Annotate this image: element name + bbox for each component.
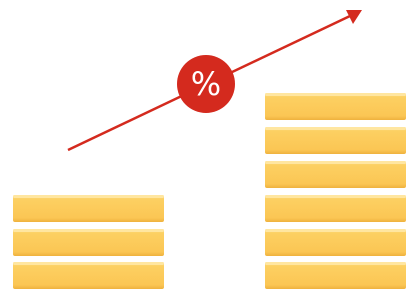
coin	[265, 262, 406, 289]
coin	[13, 262, 164, 289]
left-coin-stack	[13, 195, 164, 289]
illustration: %	[0, 0, 406, 290]
coin	[265, 127, 406, 154]
badge-label: %	[191, 65, 221, 103]
coin	[265, 161, 406, 188]
page: % (() => { const data = JSON.parse(docum…	[0, 0, 406, 290]
coin	[265, 229, 406, 256]
coin	[13, 195, 164, 222]
coin	[265, 93, 406, 120]
right-coin-stack	[265, 93, 406, 289]
percent-badge: %	[177, 55, 235, 113]
coin	[265, 195, 406, 222]
coin	[13, 229, 164, 256]
